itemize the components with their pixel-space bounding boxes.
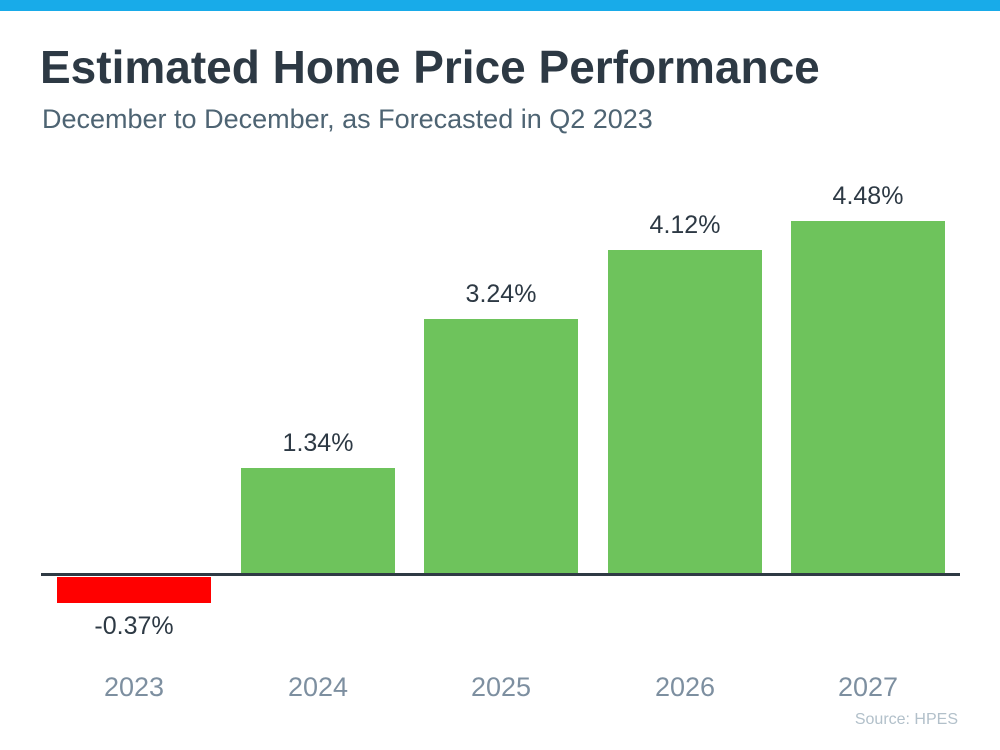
x-axis-label: 2024: [287, 672, 349, 702]
x-axis-label: 2026: [654, 672, 716, 702]
bar-value-label: -0.37%: [94, 612, 174, 640]
bar-value-label: 4.48%: [832, 182, 904, 210]
bar-value-label: 4.12%: [649, 211, 721, 239]
bar: [791, 221, 945, 573]
accent-bar: [0, 0, 1000, 11]
page-subtitle: December to December, as Forecasted in Q…: [42, 104, 653, 134]
x-axis-label: 2027: [837, 672, 899, 702]
source-note: Source: HPES: [854, 711, 958, 728]
bar: [424, 319, 578, 573]
bar-value-label: 3.24%: [465, 280, 537, 308]
bar-value-label: 1.34%: [282, 429, 354, 457]
x-axis-line: [41, 573, 960, 576]
x-axis-label: 2025: [470, 672, 532, 702]
x-axis-label: 2023: [103, 672, 165, 702]
page-title: Estimated Home Price Performance: [40, 41, 820, 93]
bar: [241, 468, 395, 573]
bar: [57, 577, 211, 603]
bar: [608, 250, 762, 573]
